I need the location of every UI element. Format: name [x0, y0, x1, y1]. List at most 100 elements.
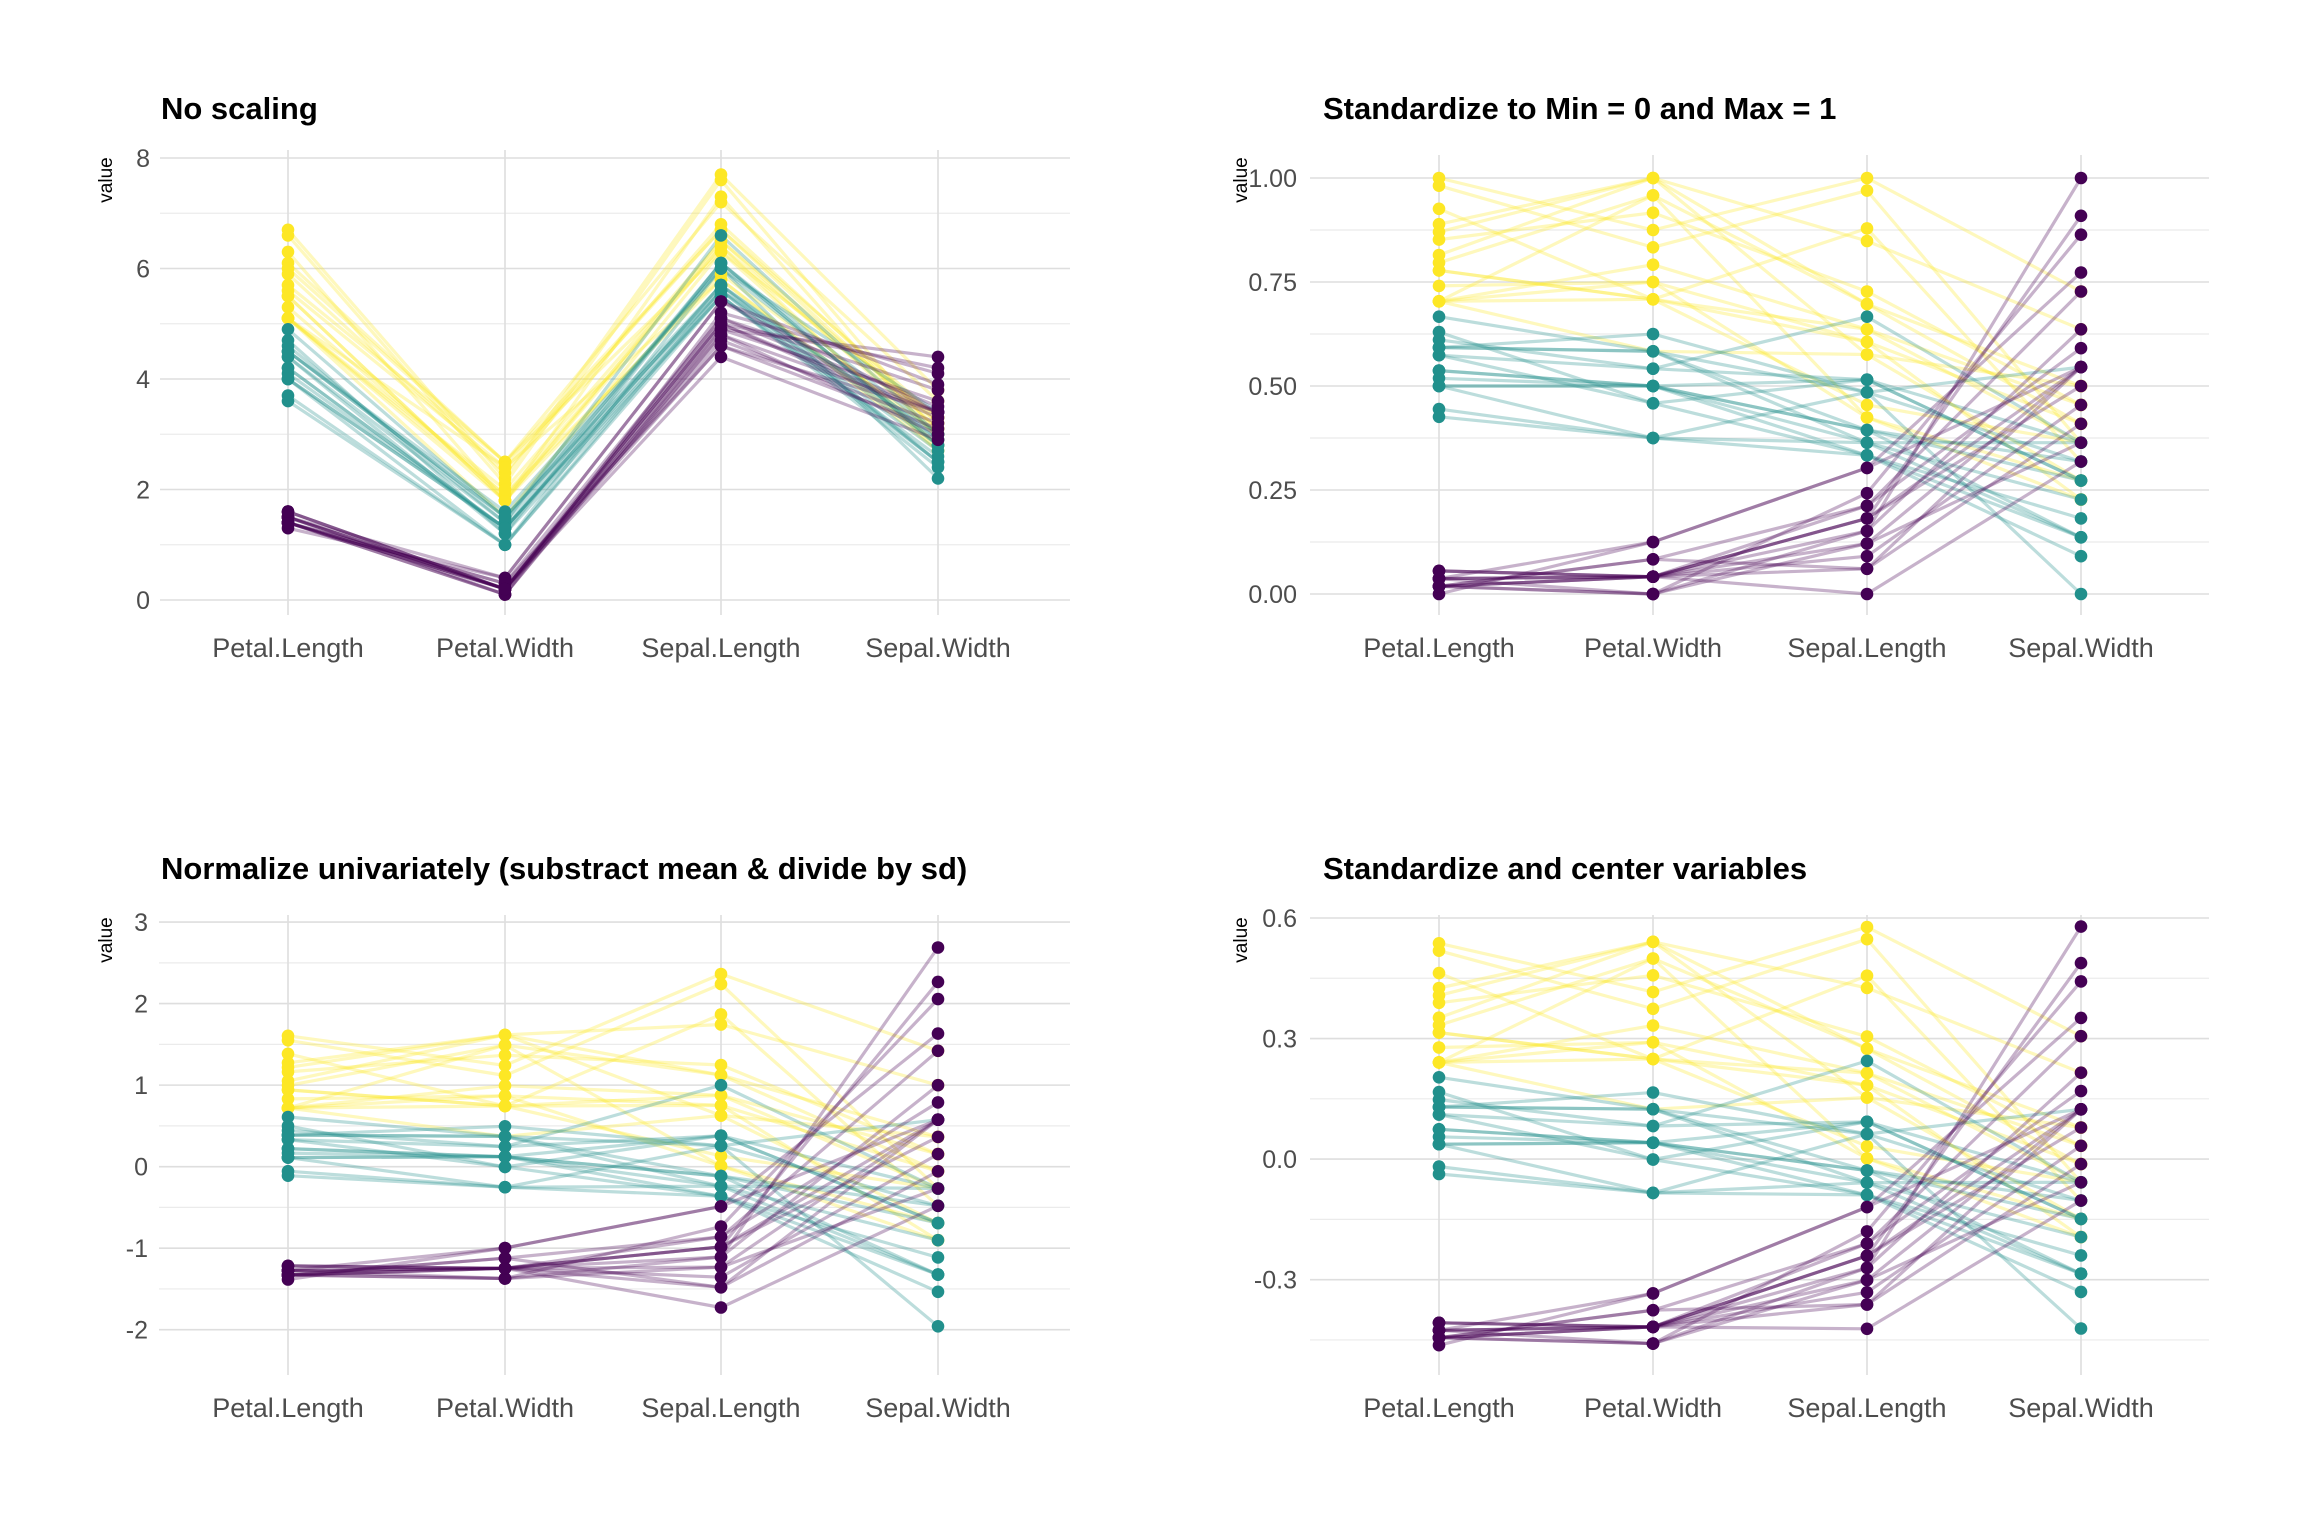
data-point-versicolor [1646, 431, 1660, 445]
data-point-versicolor [931, 1216, 945, 1230]
series-line-versicolor [1438, 1105, 2082, 1203]
data-point-virginica [1432, 1041, 1446, 1054]
data-point-setosa [714, 328, 728, 342]
data-point-versicolor [498, 1160, 512, 1174]
series-line-versicolor [1438, 1172, 2082, 1276]
x-tick-label: Petal.Width [1584, 633, 1722, 663]
series-line-setosa [287, 1118, 939, 1273]
data-point-virginica [714, 1099, 728, 1112]
data-point-versicolor [714, 1078, 728, 1092]
series-line-setosa [287, 1118, 939, 1289]
y-tick-label: 0.6 [1262, 905, 1297, 933]
series-line-versicolor [1438, 1165, 2082, 1294]
series-line-virginica [287, 239, 940, 492]
data-point-virginica [1860, 222, 1874, 235]
data-point-virginica [1646, 1002, 1660, 1016]
series-line-setosa [287, 1186, 939, 1281]
data-point-setosa [1646, 553, 1660, 566]
data-point-setosa [931, 361, 945, 375]
data-point-virginica [1646, 258, 1660, 272]
series-line-virginica [286, 222, 940, 475]
data-point-virginica [281, 262, 295, 275]
data-point-versicolor [931, 1285, 945, 1299]
data-point-versicolor [1860, 449, 1874, 462]
series-line-setosa [1438, 925, 2083, 1332]
x-tick-label: Petal.Length [1363, 1393, 1515, 1423]
series-line-setosa [287, 300, 939, 580]
series-line-versicolor [287, 1147, 939, 1208]
grid [160, 150, 1070, 615]
data-point-virginica [1860, 1091, 1874, 1104]
x-tick-label: Sepal.Width [865, 633, 1011, 663]
y-tick-label: 4 [136, 366, 150, 394]
data-point-setosa [2074, 1176, 2088, 1189]
data-point-virginica [1432, 279, 1446, 293]
series-line-versicolor [287, 1169, 939, 1294]
data-point-versicolor [498, 1120, 512, 1133]
series-line-setosa [287, 322, 939, 591]
series-line-versicolor [1438, 338, 2082, 445]
data-point-setosa [2074, 417, 2088, 431]
data-point-setosa [1646, 1287, 1660, 1300]
data-point-versicolor [1432, 341, 1446, 354]
data-point-versicolor [2074, 549, 2088, 563]
data-point-versicolor [714, 278, 728, 292]
series-line-virginica [287, 1012, 940, 1207]
series-line-setosa [1438, 233, 2083, 596]
series-line-versicolor [1438, 407, 2082, 558]
series-line-setosa [287, 316, 939, 591]
data-point-setosa [2074, 1084, 2088, 1098]
series-line-versicolor [286, 261, 939, 525]
data-point-virginica [714, 1149, 728, 1163]
data-point-virginica [281, 245, 295, 259]
series-line-setosa [287, 1204, 939, 1310]
data-point-setosa [714, 1260, 728, 1274]
series-line-versicolor [1438, 1141, 2082, 1276]
data-point-virginica [498, 483, 512, 496]
data-point-virginica [1860, 1152, 1874, 1165]
series-line-versicolor [287, 1134, 939, 1225]
data-point-versicolor [498, 1180, 512, 1194]
data-point-versicolor [1860, 1115, 1874, 1129]
series-line-setosa [1438, 365, 2082, 581]
data-point-setosa [1646, 1303, 1660, 1317]
series-line-virginica [286, 228, 940, 469]
series-line-versicolor [286, 283, 940, 519]
data-point-setosa [931, 350, 945, 364]
series-line-virginica [287, 982, 940, 1190]
data-point-virginica [281, 1092, 295, 1106]
series-line-virginica [287, 1084, 939, 1156]
data-point-virginica [1860, 1079, 1874, 1092]
data-point-virginica [281, 284, 295, 297]
series-points [1432, 920, 2088, 1352]
data-point-setosa [1860, 1200, 1874, 1214]
series-points [281, 168, 945, 601]
series-line-setosa [1438, 384, 2082, 588]
data-point-setosa [2074, 455, 2088, 468]
panel-center: Standardize and center variables value -… [1231, 851, 2209, 1423]
data-point-setosa [2074, 1103, 2088, 1116]
series-line-setosa [287, 327, 939, 591]
series-line-versicolor [1438, 1105, 2082, 1185]
series-line-virginica [1438, 940, 2082, 1075]
y-tick-label: 1.00 [1248, 165, 1297, 193]
data-point-setosa [714, 317, 728, 331]
data-point-virginica [498, 461, 512, 474]
data-point-setosa [1432, 564, 1446, 578]
data-point-virginica [714, 967, 728, 981]
series-line-setosa [287, 1032, 939, 1282]
data-point-setosa [931, 1130, 945, 1144]
data-point-setosa [931, 422, 945, 436]
series-line-virginica [287, 972, 939, 1068]
series-line-setosa [287, 344, 939, 591]
data-point-virginica [1646, 1036, 1660, 1049]
series-line-setosa [1438, 403, 2082, 579]
data-point-setosa [714, 1200, 728, 1213]
series-line-setosa [1438, 271, 2083, 596]
series-line-setosa [287, 327, 939, 597]
data-point-setosa [931, 1027, 945, 1040]
data-point-versicolor [1646, 1086, 1660, 1099]
data-point-versicolor [1432, 410, 1446, 424]
data-point-versicolor [1432, 1167, 1446, 1181]
